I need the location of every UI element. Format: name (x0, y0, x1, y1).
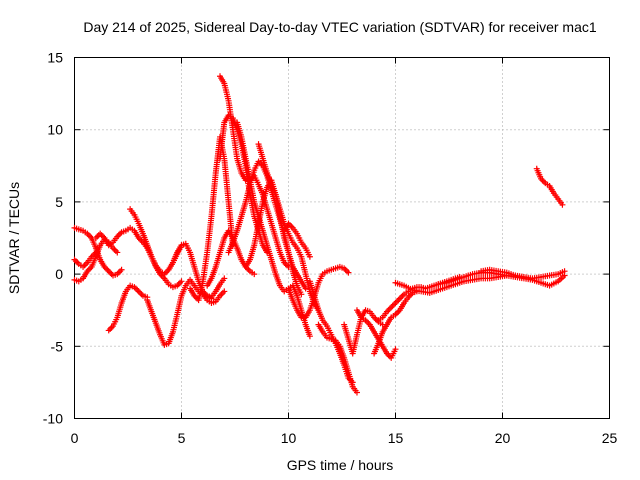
x-tick-label: 20 (495, 430, 511, 446)
data-series-arc-19 (285, 263, 352, 321)
data-series-arc-28 (478, 266, 568, 282)
data-point (395, 297, 402, 304)
data-point (221, 288, 228, 295)
data-point (104, 266, 111, 273)
data-point (302, 285, 309, 292)
data-series-arc-3 (71, 249, 99, 270)
chart-title: Day 214 of 2025, Sidereal Day-to-day VTE… (83, 19, 596, 35)
data-point (85, 232, 92, 239)
x-tick-label: 5 (178, 430, 186, 446)
data-markers (71, 73, 568, 396)
data-point (107, 325, 114, 332)
data-point (298, 291, 305, 298)
y-tick-label: 10 (47, 122, 63, 138)
data-point (391, 301, 398, 308)
data-point (105, 327, 112, 334)
data-point (251, 271, 258, 278)
data-point (162, 269, 169, 276)
data-point (221, 275, 228, 282)
plot-frame (74, 57, 610, 419)
data-point (399, 292, 406, 299)
data-point (74, 259, 81, 266)
data-point (112, 247, 119, 254)
data-point (306, 253, 313, 260)
data-point (392, 346, 399, 353)
y-tick-label: -10 (43, 411, 63, 427)
data-point (111, 246, 118, 253)
data-series-arc-23 (353, 307, 399, 361)
data-series-arc-21 (315, 321, 360, 396)
data-series-arc-22 (341, 307, 386, 357)
data-point (105, 268, 112, 275)
data-point (177, 279, 184, 286)
data-point (406, 292, 413, 299)
y-axis-label: SDTVAR / TECUs (6, 182, 22, 294)
data-point (118, 266, 125, 273)
data-point (71, 256, 78, 263)
data-point (386, 305, 393, 312)
data-series-arc-24 (371, 288, 420, 357)
y-tick-label: 0 (55, 266, 63, 282)
data-point (396, 295, 403, 302)
data-point (115, 232, 122, 239)
data-point (137, 289, 144, 296)
data-point (561, 268, 568, 275)
data-point (135, 288, 142, 295)
data-point (82, 260, 89, 267)
data-point (159, 273, 166, 280)
axis-ticks: 0 5 10 15 20 25 -10 -5 0 5 10 15 (43, 50, 618, 447)
data-point (97, 230, 104, 237)
data-point (92, 249, 99, 256)
data-point (345, 269, 352, 276)
x-tick-label: 25 (602, 430, 618, 446)
data-point (108, 271, 115, 278)
data-point (81, 262, 88, 269)
data-point (306, 333, 313, 340)
data-point (559, 201, 566, 208)
data-series-arc-6 (127, 206, 185, 278)
x-tick-label: 0 (71, 430, 79, 446)
data-point (288, 223, 295, 230)
data-series-arc-2 (71, 236, 121, 285)
y-tick-label: 15 (47, 50, 63, 66)
data-series-arc-15 (234, 119, 313, 340)
data-series-arc-18 (281, 220, 313, 260)
data-point (363, 318, 370, 325)
data-point (94, 233, 101, 240)
data-point (98, 232, 105, 239)
data-point (343, 268, 350, 275)
data-point (393, 310, 400, 317)
data-point (388, 304, 395, 311)
data-point (385, 307, 392, 314)
y-tick-label: -5 (51, 338, 64, 354)
y-tick-label: 5 (55, 194, 63, 210)
data-point (117, 268, 124, 275)
data-point (389, 302, 396, 309)
data-point (218, 291, 225, 298)
data-series-arc-4 (92, 224, 185, 291)
data-series-arc-10 (199, 288, 228, 306)
data-series-arc-16 (242, 177, 309, 292)
x-tick-label: 10 (281, 430, 297, 446)
data-point (72, 258, 79, 265)
data-point (114, 249, 121, 256)
data-point (392, 299, 399, 306)
x-tick-label: 15 (388, 430, 404, 446)
data-series-arc-29 (533, 165, 566, 208)
data-point (219, 289, 226, 296)
data-point (540, 178, 547, 185)
data-point (178, 278, 185, 285)
data-series-arc-5 (105, 282, 151, 334)
data-point (393, 298, 400, 305)
data-series-arc-11 (204, 227, 258, 289)
data-point (134, 286, 141, 293)
x-axis-label: GPS time / hours (287, 457, 394, 473)
data-point (398, 294, 405, 301)
grid-lines (74, 57, 610, 419)
data-point (353, 389, 360, 396)
